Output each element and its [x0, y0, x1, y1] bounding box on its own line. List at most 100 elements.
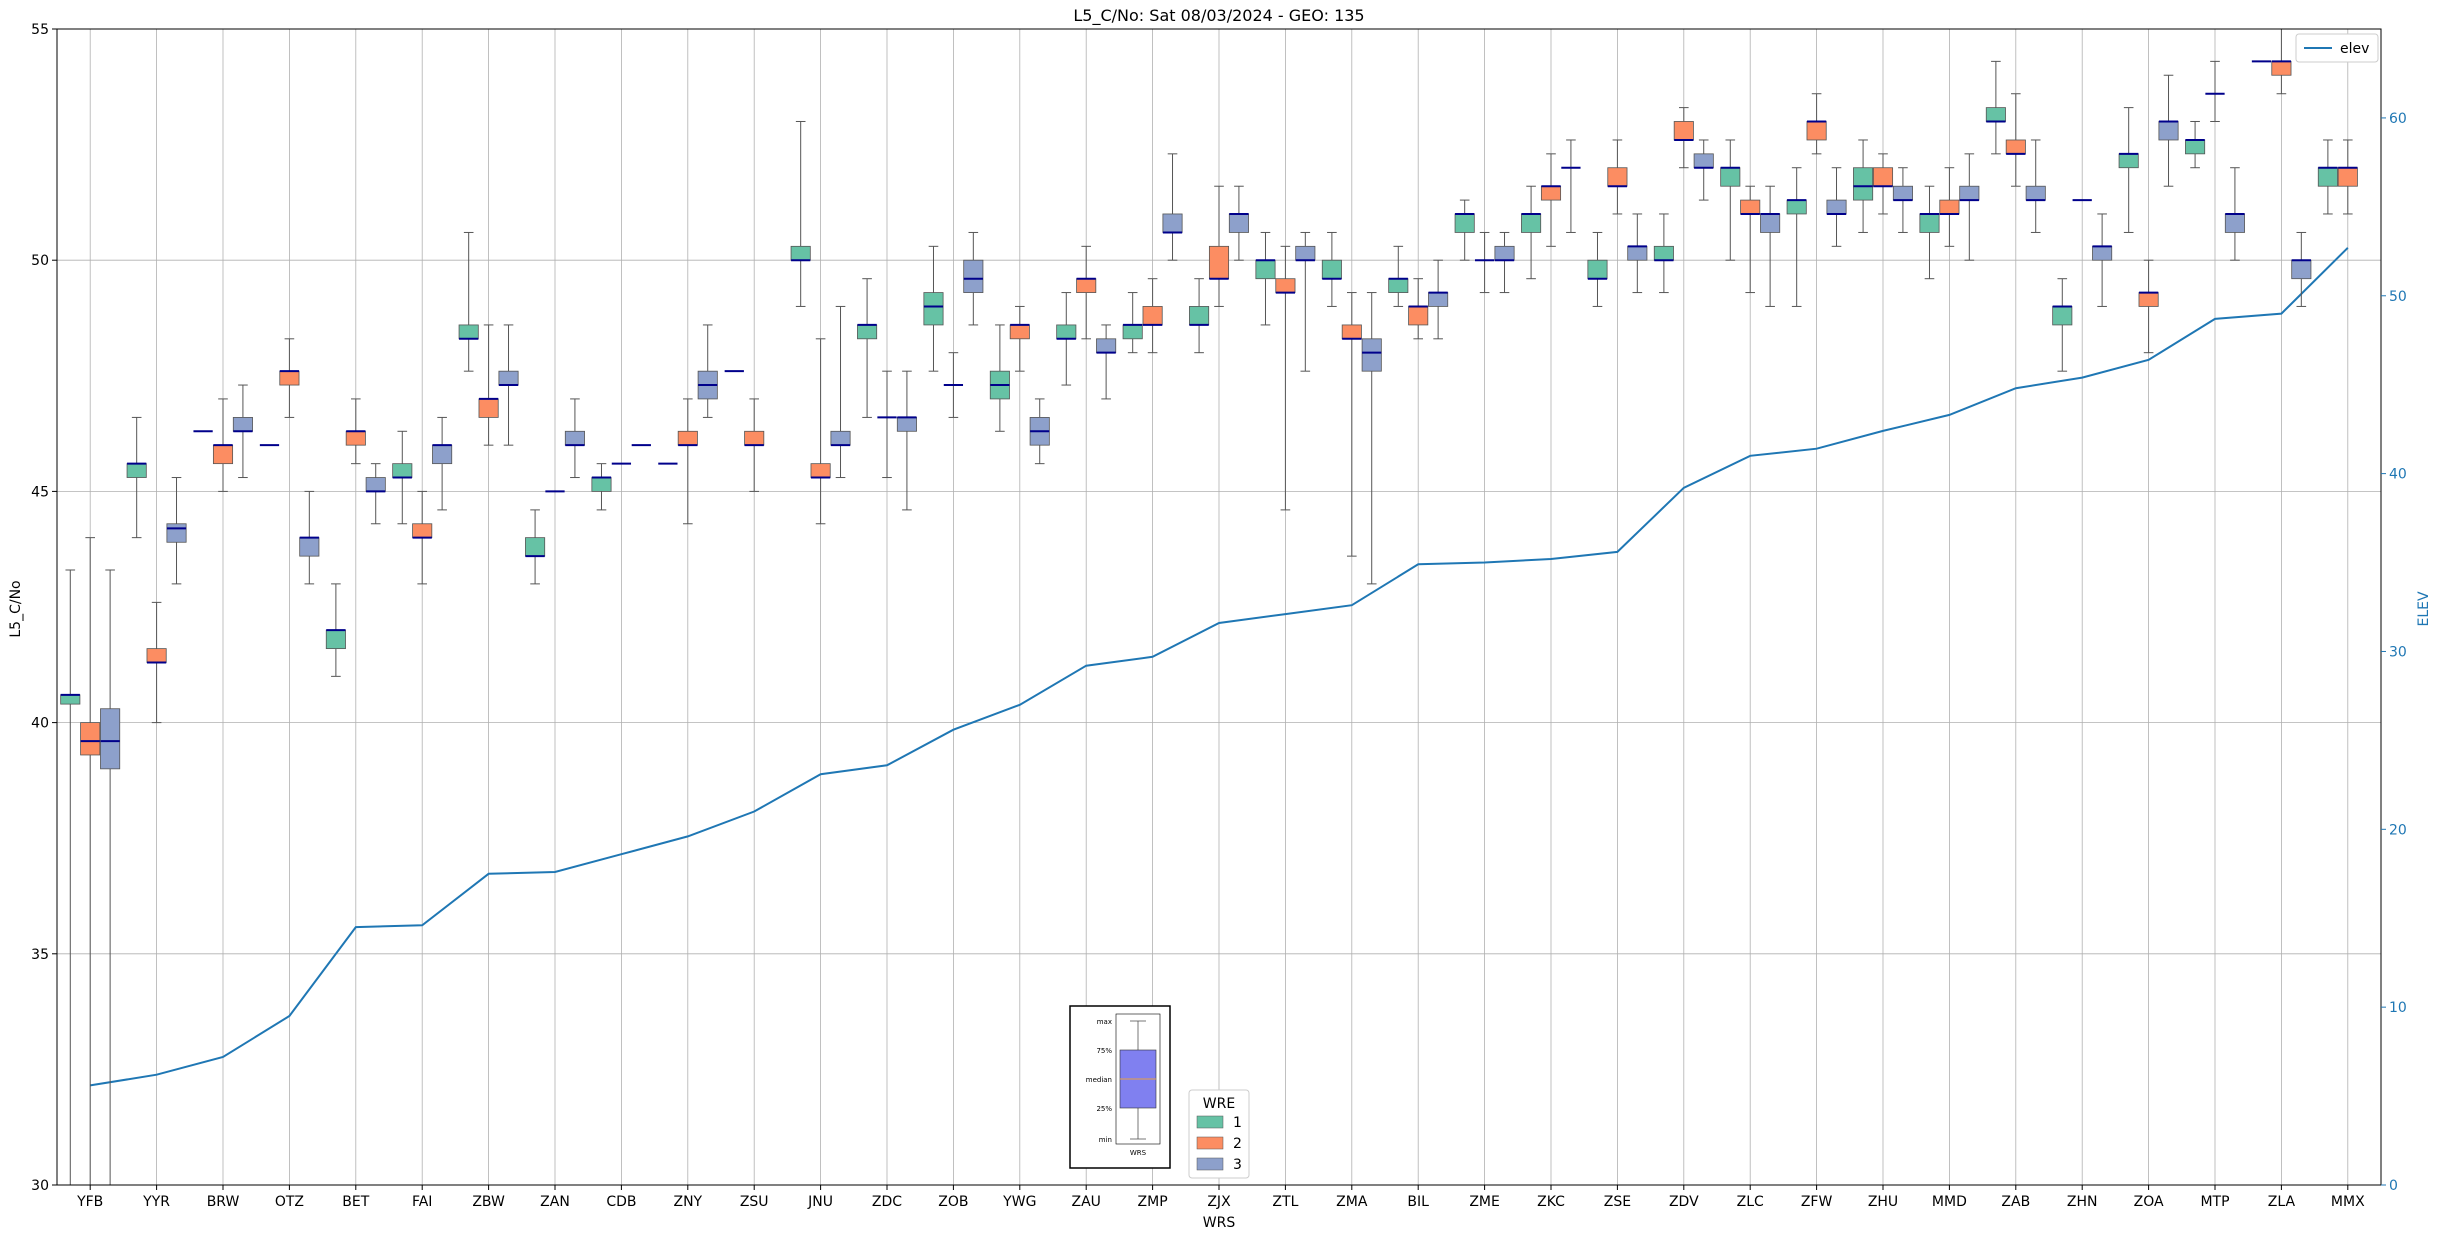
elev-line	[90, 247, 2349, 1087]
x-tick-label: ZTL	[1272, 1194, 1298, 1210]
box-zob-wre1-iqr	[923, 292, 944, 326]
x-tick-label: ZAN	[540, 1194, 570, 1210]
x-tick-label: BET	[342, 1194, 369, 1210]
wre-legend-label-3: 3	[1233, 1157, 1242, 1173]
box-zma-wre1-iqr	[1321, 259, 1342, 280]
box-zbw-wre2	[478, 324, 499, 446]
x-tick-label: ZNY	[673, 1194, 702, 1210]
box-bet-wre1-iqr	[325, 629, 346, 650]
box-zhn-wre1-iqr	[2052, 306, 2073, 326]
box-zma-wre2	[1341, 292, 1362, 557]
box-brw-wre2	[212, 398, 234, 492]
box-zoa-wre1-iqr	[2118, 153, 2139, 169]
x-tick-label: CDB	[606, 1194, 636, 1210]
box-zla-wre3-iqr	[2291, 259, 2312, 280]
box-fai-wre1-iqr	[392, 463, 413, 478]
box-zdv-wre1	[1653, 213, 1674, 294]
box-zoa-wre2	[2138, 259, 2159, 354]
box-yyr-wre2	[146, 601, 167, 724]
box-zhn-wre3	[2092, 213, 2113, 307]
box-ztl-wre3	[1295, 231, 1316, 372]
box-yyr-wre3-iqr	[166, 523, 187, 543]
box-zbw-wre1	[458, 231, 479, 372]
box-zme-wre2	[1474, 231, 1495, 294]
box-zjx-wre3	[1228, 185, 1249, 261]
x-tick-label: OTZ	[275, 1194, 304, 1210]
box-zoa-wre1	[2118, 107, 2139, 233]
box-fai-wre3	[432, 416, 453, 511]
box-zme-wre3-iqr	[1494, 245, 1515, 261]
y2-tick-label: 30	[2389, 644, 2407, 660]
x-tick-label: ZDV	[1669, 1194, 1699, 1210]
box-bil-wre1-iqr	[1388, 278, 1409, 293]
box-zme-wre3	[1494, 231, 1515, 294]
box-fai-wre2	[412, 490, 433, 585]
box-zhn-wre1	[2052, 278, 2073, 372]
box-fai-wre3-iqr	[432, 444, 453, 465]
box-zdc-wre2	[877, 370, 897, 479]
box-zlc-wre3-iqr	[1760, 213, 1781, 233]
wre-legend-title: WRE	[1203, 1096, 1235, 1112]
box-ztl-wre1-iqr	[1255, 259, 1276, 280]
box-zse-wre1	[1587, 231, 1608, 307]
box-zkc-wre2-iqr	[1540, 185, 1562, 201]
box-zjx-wre2-iqr	[1208, 245, 1230, 280]
box-zse-wre3-iqr	[1627, 245, 1648, 261]
box-zbw-wre2-iqr	[478, 398, 499, 418]
x-tick-label: ZLA	[2268, 1194, 2296, 1210]
x-tick-label: ZKC	[1537, 1194, 1565, 1210]
box-mtp-wre3-iqr	[2224, 213, 2245, 233]
box-otz-wre2	[279, 338, 300, 418]
box-zse-wre2-iqr	[1607, 167, 1628, 187]
wre-legend-swatch-3	[1196, 1157, 1224, 1171]
inset-xtick: WRS	[1130, 1149, 1147, 1157]
box-yfb-wre1-iqr	[60, 694, 81, 705]
box-zoa-wre3	[2158, 74, 2179, 187]
box-ztl-wre3-iqr	[1295, 245, 1316, 261]
wre-legend-frame	[1188, 1089, 1250, 1179]
elev-series	[90, 247, 2349, 1087]
y-tick-label: 40	[31, 716, 49, 732]
box-zab-wre3-iqr	[2025, 185, 2046, 201]
box-zab-wre2-iqr	[2005, 139, 2026, 155]
box-zhu-wre1-iqr	[1853, 167, 1874, 201]
x-tick-label: ZAB	[2001, 1194, 2030, 1210]
box-zau-wre1-iqr	[1056, 324, 1077, 340]
box-mmd-wre3	[1959, 153, 1980, 261]
x-tick-label: ZSU	[740, 1194, 769, 1210]
box-zlc-wre3	[1760, 185, 1781, 307]
box-zhu-wre3-iqr	[1892, 185, 1913, 201]
wre-legend: WRE 1 2 3	[1188, 1089, 1250, 1179]
x-tick-label: ZFW	[1801, 1194, 1833, 1210]
x-axis-label: WRS	[1203, 1215, 1236, 1231]
box-zfw-wre2	[1806, 93, 1827, 155]
x-tick-label: MTP	[2200, 1194, 2229, 1210]
y-tick-label: 45	[31, 484, 49, 500]
box-bil-wre3	[1428, 259, 1449, 340]
box-zdv-wre1-iqr	[1653, 245, 1674, 261]
box-zfw-wre3	[1826, 167, 1847, 247]
y-axis-label: L5_C/No	[8, 580, 24, 637]
box-ywg-wre2	[1009, 305, 1030, 372]
y-axis-left: 30 35 40 45 50 55	[31, 22, 57, 1194]
box-zse-wre3	[1627, 213, 1648, 294]
x-tick-label: ZLC	[1737, 1194, 1764, 1210]
box-zma-wre3-iqr	[1361, 338, 1382, 372]
inset-label-q3: 75%	[1096, 1047, 1112, 1055]
box-zhn-wre3-iqr	[2092, 245, 2113, 261]
box-zse-wre1-iqr	[1587, 259, 1608, 280]
box-zau-wre2-iqr	[1076, 278, 1097, 293]
box-zab-wre2	[2005, 93, 2026, 187]
x-axis: YFB YYR BRW OTZ BET FAI ZBW ZAN CDB ZNY ZSU JNU ZDC Z…	[76, 1185, 2365, 1210]
x-tick-label: YYR	[142, 1194, 170, 1210]
wre-legend-swatch-1	[1196, 1115, 1224, 1129]
box-zla-wre3	[2291, 231, 2312, 307]
x-tick-label: ZHU	[1868, 1194, 1898, 1210]
box-zdv-wre3-iqr	[1693, 153, 1714, 169]
box-jnu-wre1	[790, 120, 811, 307]
box-zma-wre1	[1321, 231, 1342, 307]
x-tick-label: MMD	[1932, 1194, 1967, 1210]
box-zny-wre2	[677, 398, 698, 525]
y2-tick-label: 50	[2389, 289, 2407, 305]
box-zmp-wre2	[1142, 278, 1163, 354]
